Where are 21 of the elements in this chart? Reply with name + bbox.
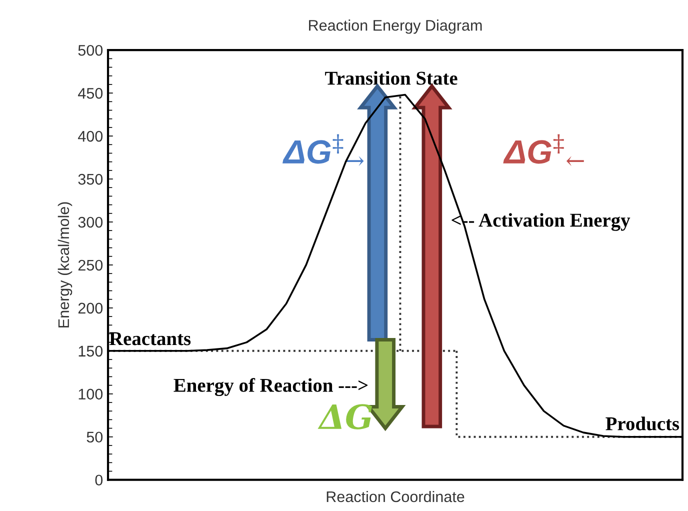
y-tick-label: 200: [78, 302, 103, 314]
y-axis-title: Energy (kcal/mole): [58, 202, 72, 328]
chart-title: Reaction Energy Diagram: [309, 20, 482, 34]
y-tick-label: 100: [78, 388, 103, 400]
y-tick-label: 250: [78, 260, 103, 271]
x-axis-title: Reaction Coordinate: [326, 490, 464, 502]
annotation: ΔG$^{‡}$$_{→}$: [282, 134, 364, 166]
annotation: ΔG$^{‡}$$_{←}$: [503, 134, 584, 166]
y-tick-label: 400: [78, 130, 103, 142]
y-tick-label: 50: [86, 432, 103, 443]
annotation: Products: [606, 416, 680, 430]
annotation: ΔG: [318, 404, 372, 430]
annotation: Reactants: [109, 332, 191, 346]
y-tick-label: 500: [78, 44, 103, 56]
annotation: Energy of Reaction --->: [174, 378, 368, 396]
y-tick-label: 0: [95, 474, 103, 486]
y-tick-label: 350: [78, 174, 103, 185]
annotation: Transition State: [325, 71, 458, 85]
y-tick-label: 450: [78, 88, 103, 99]
y-tick-label: 300: [78, 216, 103, 228]
y-tick-label: 150: [78, 346, 103, 357]
